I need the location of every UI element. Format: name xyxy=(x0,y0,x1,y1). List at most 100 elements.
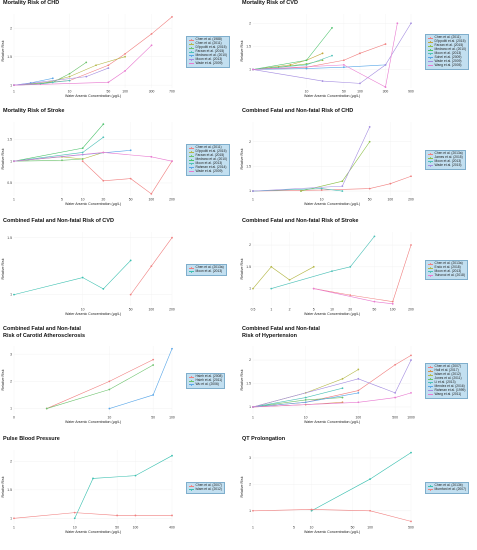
legend-swatch xyxy=(428,41,433,43)
data-point xyxy=(68,79,71,82)
legend-label: Chen et al. (2011) xyxy=(195,145,222,150)
x-tick-label: 10 xyxy=(107,416,111,420)
chart-plot: 1 2 3 1 5 10 50 100 500 Water Arsenic Concentrati… xyxy=(240,450,414,534)
chart-panel: Mortality Risk of Stroke 0.5 1 1.5 1 5 10 20 50 1… xyxy=(0,108,238,216)
legend-label: Hall et al. (2017) xyxy=(434,368,459,373)
chart-plot: 1 1.5 2 1 10 50 100 300 700 Water Arsenic Concent… xyxy=(1,14,175,98)
legend-item: Wade et al. (2009) xyxy=(189,169,227,174)
chart-panel: Combined Fatal and Non-fatal Risk of Hyp… xyxy=(239,326,477,434)
chart-title: Combined Fatal and Non-fatal Risk of Hyp… xyxy=(242,326,320,339)
legend-swatch xyxy=(189,271,194,273)
data-point xyxy=(252,68,254,71)
data-point xyxy=(252,287,254,290)
chart-legend: Chen et al. (1988) Chen et al. (2011) D'Ip… xyxy=(186,35,231,69)
data-point xyxy=(45,407,48,410)
x-tick-label: 200 xyxy=(408,308,414,312)
legend-item: Chen et al. (2013b) xyxy=(428,483,466,488)
x-tick-label: 1 xyxy=(13,526,15,530)
x-tick-label: 10 xyxy=(68,90,72,94)
data-point xyxy=(102,123,105,126)
data-point xyxy=(81,276,84,279)
x-tick-label: 1 xyxy=(252,526,254,530)
chart-plot: 1 1.5 2 0.5 1 2 5 10 20 50 100 200 Water Arsenic Con… xyxy=(240,232,414,316)
series-line xyxy=(13,512,172,519)
legend-label: Moon et al. (2013) xyxy=(434,159,462,163)
legend-swatch xyxy=(189,163,194,165)
legend-item: Rahman et al. (2014) xyxy=(189,164,227,170)
data-point xyxy=(312,265,315,268)
x-axis-label: Water Arsenic Concentration (µg/L) xyxy=(65,420,121,424)
legend-item: Wang et al. (2011) xyxy=(428,392,465,397)
x-tick-label: 10 xyxy=(81,308,85,312)
y-tick-label: 1.5 xyxy=(246,44,251,48)
legend-swatch xyxy=(428,366,433,369)
y-tick-label: 2 xyxy=(249,482,251,486)
legend-item: Wade et al. (2009) xyxy=(189,61,227,66)
legend-item: D'Ippoliti et al. (2015) xyxy=(189,45,227,50)
y-tick-label: 1 xyxy=(249,509,251,513)
legend-label: Medrano et al. (2010) xyxy=(434,47,467,52)
legend-label: Medrano et al. (2010) xyxy=(195,157,228,162)
legend-label: Moon et al. (2013) xyxy=(195,160,223,165)
data-point xyxy=(150,155,153,158)
data-point xyxy=(134,474,137,477)
legend-swatch xyxy=(428,60,433,63)
x-tick-label: 50 xyxy=(129,308,133,312)
x-axis-label: Water Arsenic Concentration (µg/L) xyxy=(65,202,121,206)
data-point xyxy=(289,63,292,66)
data-point xyxy=(410,354,412,357)
data-point xyxy=(129,293,132,296)
legend-label: Hsieh et al. (2008) xyxy=(195,374,223,379)
chart-title: Combined Fatal and Non-fatal Risk of Car… xyxy=(3,326,86,339)
legend-swatch xyxy=(189,485,194,487)
legend-swatch xyxy=(428,385,433,388)
data-point xyxy=(369,478,371,480)
chart-title: Pulse Blood Pressure xyxy=(3,436,60,442)
data-point xyxy=(13,517,15,520)
data-point xyxy=(252,509,254,512)
series-line xyxy=(252,23,412,84)
data-point xyxy=(384,43,387,45)
chart-panel: Combined Fatal and Non-fatal Risk of CVD… xyxy=(0,218,238,326)
y-tick-label: 1 xyxy=(10,83,12,87)
legend-item: Islam et al. (2012) xyxy=(189,487,222,492)
series-line xyxy=(46,359,154,409)
data-point xyxy=(124,52,126,55)
data-point xyxy=(171,15,173,18)
data-point xyxy=(68,72,71,75)
legend-label: Rahman et al. (2014) xyxy=(195,164,227,169)
data-point xyxy=(304,399,307,401)
x-tick-label: 100 xyxy=(133,526,139,530)
data-point xyxy=(129,259,132,262)
x-tick-label: 0 xyxy=(13,416,15,420)
y-axis-label: Relative Risk xyxy=(1,258,5,279)
legend-swatch xyxy=(428,389,433,392)
legend-swatch xyxy=(428,485,433,487)
data-point xyxy=(107,81,110,84)
x-tick-label: 500 xyxy=(408,526,414,530)
legend-label: Sohel et al. (2009) xyxy=(434,54,462,59)
data-point xyxy=(13,84,15,87)
chart-title: Combined Fatal and Non-fatal Risk of CVD xyxy=(3,218,114,224)
series-line xyxy=(252,27,333,70)
y-tick-label: 3 xyxy=(249,456,251,460)
y-tick-label: 2 xyxy=(10,26,12,30)
data-point xyxy=(410,451,412,454)
chart-title: Mortality Risk of CHD xyxy=(3,0,60,6)
chart-legend: Chen et al. (2007) Islam et al. (2012) xyxy=(186,481,225,495)
y-tick-label: 2 xyxy=(10,459,12,463)
legend-item: Chen et al. (2007) xyxy=(189,483,222,488)
legend-item: Medrano et al. (2010) xyxy=(428,47,467,52)
series-line xyxy=(252,23,398,88)
series-line xyxy=(313,244,412,302)
legend-item: Wang et al. (2005) xyxy=(428,63,466,68)
legend-label: Chen et al. (2007) xyxy=(434,364,461,369)
legend-swatch xyxy=(189,47,194,49)
legend-item: Medrano et al. (2010) xyxy=(189,157,228,162)
chart-legend: Chen et al. (2013a) James et al. (2015) Mo… xyxy=(425,149,466,171)
legend-item: Hall et al. (2017) xyxy=(428,368,465,373)
legend-swatch xyxy=(189,155,194,157)
data-point xyxy=(304,401,307,404)
legend-item: Li et al. (2013) xyxy=(428,380,465,385)
x-axis-label: Water Arsenic Concentration (µg/L) xyxy=(65,94,121,98)
